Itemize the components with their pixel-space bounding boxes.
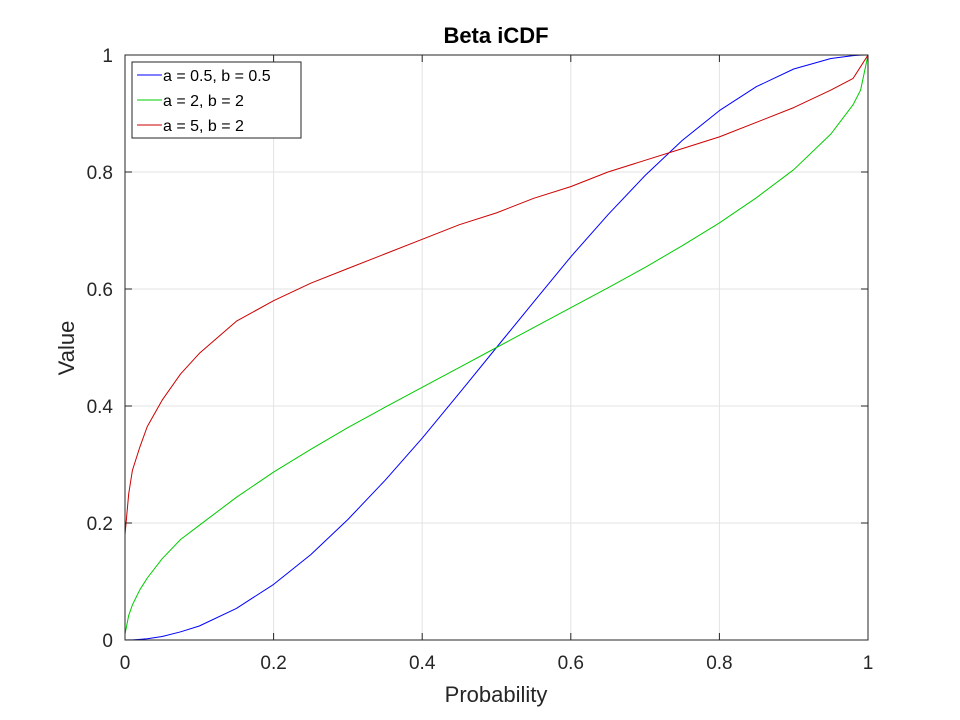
y-tick-label: 0.4 bbox=[87, 397, 114, 418]
y-axis-label: Value bbox=[54, 321, 79, 376]
y-tick-label: 0.2 bbox=[87, 514, 113, 535]
axes-box bbox=[124, 54, 869, 641]
y-tick-labels: 0 0.2 0.4 0.6 0.8 1 bbox=[87, 46, 114, 652]
tick-marks bbox=[124, 54, 869, 641]
x-axis-label: Probability bbox=[445, 682, 548, 707]
chart-title: Beta iCDF bbox=[443, 23, 548, 48]
series-line-1 bbox=[124, 54, 869, 641]
x-tick-labels: 0 0.2 0.4 0.6 0.8 1 bbox=[120, 653, 874, 674]
legend-label-3: a = 5, b = 2 bbox=[163, 118, 244, 135]
series-layer bbox=[124, 54, 869, 641]
series-line-3 bbox=[124, 54, 869, 535]
plot-area: 0 0.2 0.4 0.6 0.8 1 0 0.2 0.4 0.6 0.8 1 bbox=[87, 46, 874, 674]
y-tick-label: 1 bbox=[102, 46, 113, 67]
x-tick-label: 0.8 bbox=[706, 653, 732, 674]
y-tick-label: 0.8 bbox=[87, 163, 113, 184]
y-tick-label: 0.6 bbox=[87, 280, 113, 301]
series-line-2 bbox=[124, 54, 869, 635]
x-tick-label: 0.2 bbox=[260, 653, 286, 674]
x-tick-label: 1 bbox=[863, 653, 874, 674]
legend: a = 0.5, b = 0.5 a = 2, b = 2 a = 5, b = 2 bbox=[131, 61, 302, 139]
x-tick-label: 0.4 bbox=[409, 653, 436, 674]
y-tick-label: 0 bbox=[102, 631, 113, 652]
legend-label-1: a = 0.5, b = 0.5 bbox=[163, 68, 271, 85]
x-tick-label: 0 bbox=[120, 653, 131, 674]
legend-label-2: a = 2, b = 2 bbox=[163, 93, 244, 110]
grid-lines bbox=[125, 55, 868, 640]
x-tick-label: 0.6 bbox=[558, 653, 584, 674]
